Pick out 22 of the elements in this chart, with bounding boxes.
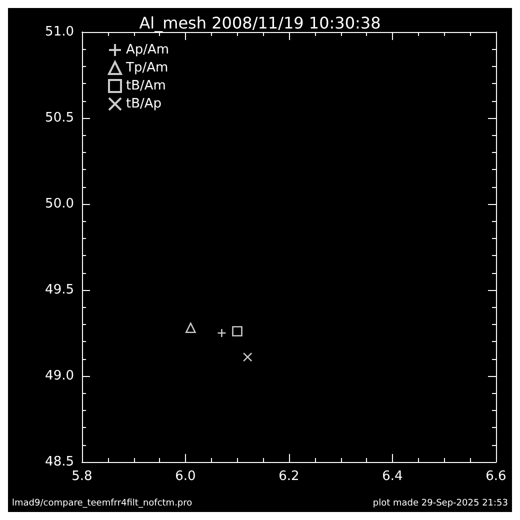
legend-label: Ap/Am	[126, 42, 170, 58]
point	[217, 328, 226, 338]
x-tick-label: 5.8	[72, 469, 92, 484]
point	[186, 322, 196, 333]
legend-label: Tp/Am	[125, 60, 168, 76]
x-tick-label: 6.2	[278, 469, 300, 484]
y-tick-label: 50.0	[45, 196, 74, 212]
legend-label: tB/Ap	[126, 96, 162, 112]
point	[232, 326, 242, 336]
y-tick-label: 48.5	[45, 454, 74, 470]
text: lmad9/compare_teemfrr4filt_nofctm.pro	[12, 498, 193, 508]
point	[242, 352, 252, 362]
y-tick-label: 49.0	[45, 368, 74, 384]
y-tick-label: 50.5	[45, 110, 74, 126]
x-tick-label: 6.0	[175, 469, 196, 484]
y-tick-label: 49.5	[45, 282, 74, 298]
legend-label: tB/Am	[126, 78, 166, 94]
y-tick-label: 51.0	[45, 24, 74, 40]
text: plot made 29-Sep-2025 21:53	[372, 498, 508, 508]
x-tick-label: 6.4	[382, 469, 403, 484]
x-tick-label: 6.6	[486, 469, 506, 484]
chart-title: Al_mesh 2008/11/19 10:30:38	[139, 14, 381, 32]
